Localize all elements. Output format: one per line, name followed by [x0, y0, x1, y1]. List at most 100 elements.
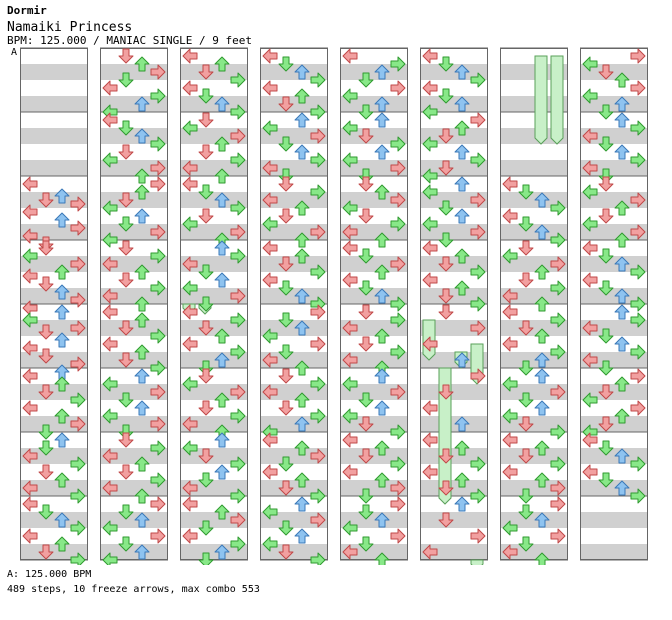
step-arrow-left — [502, 432, 518, 448]
step-arrow-down — [278, 312, 294, 328]
step-arrow-left — [422, 336, 438, 352]
step-arrow-left — [22, 528, 38, 544]
step-arrow-down — [38, 192, 54, 208]
beat-band — [500, 512, 568, 528]
step-arrow-down — [38, 464, 54, 480]
step-arrow-left — [182, 336, 198, 352]
step-arrow-up — [54, 376, 70, 392]
step-arrow-up — [134, 56, 150, 72]
step-arrow-right — [630, 264, 646, 280]
step-arrow-down — [518, 392, 534, 408]
step-arrow-down — [118, 120, 134, 136]
beat-band — [340, 352, 408, 368]
step-arrow-up — [54, 472, 70, 488]
step-arrow-right — [230, 200, 246, 216]
beat-band — [340, 512, 408, 528]
beat-band — [420, 512, 488, 528]
step-arrow-down — [38, 348, 54, 364]
column-border — [180, 48, 248, 560]
step-arrow-right — [550, 232, 566, 248]
step-arrow-up — [134, 96, 150, 112]
step-arrow-up — [614, 256, 630, 272]
step-arrow-down — [198, 368, 214, 384]
step-arrow-left — [582, 352, 598, 368]
beat-band — [260, 384, 328, 400]
step-arrow-up — [374, 440, 390, 456]
step-arrow-right — [550, 480, 566, 496]
step-arrow-up — [614, 112, 630, 128]
step-arrow-right — [390, 160, 406, 176]
freeze-arrow — [550, 55, 564, 145]
beat-band — [100, 512, 168, 528]
step-arrow-right — [230, 408, 246, 424]
step-arrow-down — [598, 416, 614, 432]
beat-band — [260, 320, 328, 336]
step-arrow-down — [518, 504, 534, 520]
step-arrow-right — [630, 152, 646, 168]
step-arrow-down — [118, 432, 134, 448]
step-arrow-left — [182, 496, 198, 512]
step-arrow-up — [454, 176, 470, 192]
step-arrow-up — [374, 288, 390, 304]
step-arrow-left — [22, 480, 38, 496]
beat-band — [260, 64, 328, 80]
beat-band — [340, 192, 408, 208]
beat-band — [580, 448, 648, 464]
step-arrow-down — [518, 360, 534, 376]
step-arrow-right — [550, 456, 566, 472]
step-arrow-left — [342, 272, 358, 288]
step-arrow-left — [22, 228, 38, 244]
step-arrow-up — [134, 312, 150, 328]
step-arrow-left — [102, 408, 118, 424]
step-arrow-up — [134, 456, 150, 472]
step-arrow-up — [454, 496, 470, 512]
beat-band — [180, 352, 248, 368]
step-arrow-down — [198, 88, 214, 104]
step-arrow-left — [502, 248, 518, 264]
step-arrow-left — [502, 176, 518, 192]
step-arrow-right — [70, 220, 86, 236]
step-arrow-right — [150, 360, 166, 376]
beat-band — [580, 224, 648, 240]
step-arrow-down — [118, 272, 134, 288]
beat-band — [260, 128, 328, 144]
step-arrow-down — [598, 360, 614, 376]
step-arrow-left — [102, 288, 118, 304]
beat-band — [340, 480, 408, 496]
beat-band — [260, 448, 328, 464]
column-border — [340, 48, 408, 560]
step-arrow-left — [422, 464, 438, 480]
step-arrow-right — [310, 408, 326, 424]
step-arrow-right — [310, 448, 326, 464]
step-arrow-left — [102, 80, 118, 96]
step-arrow-down — [118, 48, 134, 64]
step-arrow-down — [598, 176, 614, 192]
step-arrow-left — [422, 240, 438, 256]
step-arrow-left — [262, 536, 278, 552]
step-arrow-up — [534, 328, 550, 344]
step-arrow-up — [214, 56, 230, 72]
step-arrow-down — [278, 176, 294, 192]
step-arrow-up — [614, 96, 630, 112]
beat-band — [100, 544, 168, 560]
step-arrow-down — [38, 504, 54, 520]
step-arrow-right — [630, 368, 646, 384]
beat-band — [260, 256, 328, 272]
beat-band — [20, 256, 88, 272]
step-arrow-right — [470, 456, 486, 472]
step-arrow-down — [278, 136, 294, 152]
step-arrow-left — [182, 280, 198, 296]
beat-band — [340, 128, 408, 144]
step-arrow-right — [630, 296, 646, 312]
beat-band — [20, 64, 88, 80]
step-arrow-left — [262, 432, 278, 448]
beat-band — [500, 544, 568, 560]
step-arrow-down — [518, 216, 534, 232]
step-arrow-up — [454, 472, 470, 488]
step-arrow-up — [374, 232, 390, 248]
step-arrow-right — [310, 224, 326, 240]
step-arrow-up — [614, 304, 630, 320]
step-arrow-left — [502, 208, 518, 224]
step-arrow-left — [262, 48, 278, 64]
beat-band — [180, 64, 248, 80]
